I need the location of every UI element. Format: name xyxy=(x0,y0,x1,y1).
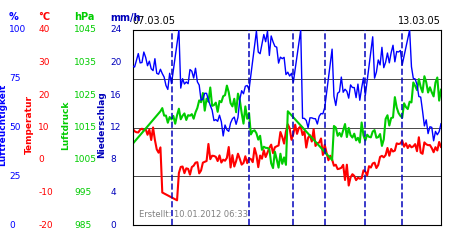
Text: 13.03.05: 13.03.05 xyxy=(398,16,441,26)
Text: 1035: 1035 xyxy=(74,58,97,67)
Text: 10: 10 xyxy=(38,123,50,132)
Text: Erstellt: 10.01.2012 06:33: Erstellt: 10.01.2012 06:33 xyxy=(139,210,248,219)
Text: 07.03.05: 07.03.05 xyxy=(133,16,176,26)
Text: -10: -10 xyxy=(38,188,53,197)
Text: -20: -20 xyxy=(38,220,53,230)
Text: 20: 20 xyxy=(38,90,50,100)
Text: 1045: 1045 xyxy=(74,26,97,35)
Text: 24: 24 xyxy=(110,26,122,35)
Text: 40: 40 xyxy=(38,26,50,35)
Text: Niederschlag: Niederschlag xyxy=(97,92,106,158)
Text: 8: 8 xyxy=(110,156,116,164)
Text: Luftfeuchtigkeit: Luftfeuchtigkeit xyxy=(0,84,7,166)
Text: 0: 0 xyxy=(110,220,116,230)
Text: 1005: 1005 xyxy=(74,156,97,164)
Text: Temperatur: Temperatur xyxy=(25,96,34,154)
Text: 75: 75 xyxy=(9,74,21,83)
Text: mm/h: mm/h xyxy=(110,12,141,22)
Text: 16: 16 xyxy=(110,90,122,100)
Text: 25: 25 xyxy=(9,172,20,181)
Text: 100: 100 xyxy=(9,26,26,35)
Text: 12: 12 xyxy=(110,123,122,132)
Text: 50: 50 xyxy=(9,123,21,132)
Text: 985: 985 xyxy=(74,220,91,230)
Text: 4: 4 xyxy=(110,188,116,197)
Text: 30: 30 xyxy=(38,58,50,67)
Text: 0: 0 xyxy=(9,220,15,230)
Text: 995: 995 xyxy=(74,188,91,197)
Text: %: % xyxy=(9,12,19,22)
Text: 20: 20 xyxy=(110,58,122,67)
Text: 1015: 1015 xyxy=(74,123,97,132)
Text: Luftdruck: Luftdruck xyxy=(61,100,70,150)
Text: hPa: hPa xyxy=(74,12,94,22)
Text: °C: °C xyxy=(38,12,50,22)
Text: 1025: 1025 xyxy=(74,90,97,100)
Text: 0: 0 xyxy=(38,156,44,164)
